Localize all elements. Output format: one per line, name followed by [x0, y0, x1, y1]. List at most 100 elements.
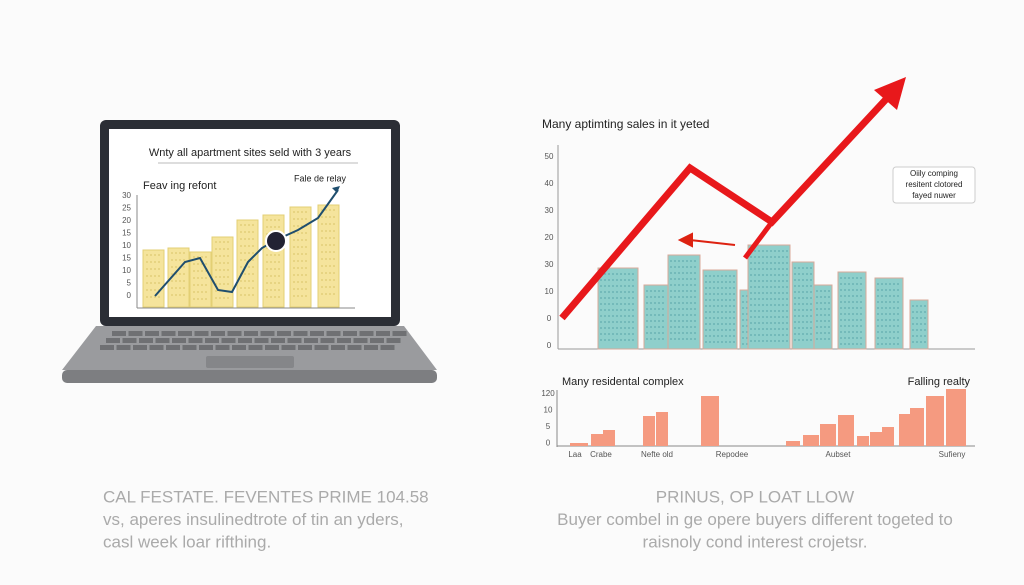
x-tick-label: Repodee — [716, 450, 749, 459]
bar-shape — [946, 389, 966, 446]
y-tick-label: 5 — [546, 422, 551, 431]
bar-shape — [701, 396, 719, 446]
key — [254, 338, 269, 343]
y-tick-label: 0 — [547, 314, 552, 323]
key — [194, 331, 209, 336]
key — [320, 338, 335, 343]
top-chart-title: Many aptimting sales in it yeted — [542, 117, 709, 131]
key — [188, 338, 203, 343]
key — [128, 331, 143, 336]
bar-shape — [570, 443, 588, 446]
caption-left-line: casl week loar rifthing. — [103, 532, 271, 551]
key — [370, 338, 384, 343]
key — [353, 338, 368, 343]
screen-tick-label: 20 — [122, 216, 131, 225]
y-tick-label: 30 — [545, 206, 554, 215]
key — [271, 338, 285, 343]
key — [139, 338, 153, 343]
building — [702, 269, 738, 350]
key — [100, 345, 114, 350]
key — [172, 338, 186, 343]
key — [238, 338, 252, 343]
keyboard — [100, 331, 407, 350]
y-tick-label: 0 — [546, 439, 551, 448]
x-tick-label: Aubset — [826, 450, 852, 459]
bar-shape — [882, 427, 894, 446]
key — [161, 331, 176, 336]
screen-tick-label: 15 — [122, 229, 131, 238]
key — [386, 338, 401, 343]
trackpad — [206, 356, 294, 368]
building — [909, 299, 929, 350]
building — [289, 206, 312, 308]
y-tick-label: 30 — [545, 260, 554, 269]
screen-arrowhead — [332, 186, 340, 193]
key — [298, 345, 312, 350]
screen-title: Wnty all apartment sites seld with 3 yea… — [149, 147, 352, 159]
key — [281, 345, 296, 350]
annotation-line: fayed nuwer — [912, 191, 956, 200]
bottom-chart-title-right: Falling realty — [908, 376, 971, 388]
key — [326, 331, 341, 336]
key — [265, 345, 279, 350]
bar-shape — [656, 412, 668, 446]
top-buildings — [597, 244, 929, 350]
bar-shape — [857, 436, 869, 446]
key — [221, 338, 236, 343]
y-tick-label: 50 — [545, 152, 554, 161]
key — [227, 331, 242, 336]
screen-tick-label: 15 — [122, 254, 131, 263]
key — [343, 331, 357, 336]
key — [106, 338, 120, 343]
key — [182, 345, 197, 350]
key — [260, 331, 275, 336]
key — [116, 345, 131, 350]
bar-shape — [926, 396, 944, 446]
key — [205, 338, 219, 343]
x-tick-label: Nefte old — [641, 450, 673, 459]
key — [364, 345, 378, 350]
x-tick-label: Crabe — [590, 450, 612, 459]
building — [837, 271, 867, 350]
key — [376, 331, 390, 336]
key — [248, 345, 263, 350]
building — [142, 249, 165, 308]
caption-right-line: raisnoly cond interest crojetsr. — [643, 532, 868, 551]
x-tick-label: Laa — [568, 450, 582, 459]
red-arrowhead — [874, 77, 906, 110]
annotation-line: resitent clotored — [906, 180, 963, 189]
caption-right-line: Buyer combel in ge opere buyers differen… — [557, 510, 953, 529]
screen-tick-label: 30 — [122, 191, 131, 200]
bar-shape — [786, 441, 800, 446]
key — [277, 331, 291, 336]
key — [380, 345, 395, 350]
key — [337, 338, 351, 343]
annotation-line: Oiily comping — [910, 169, 958, 178]
key — [211, 331, 225, 336]
bar-shape — [838, 415, 854, 446]
bar-shape — [910, 408, 924, 446]
caption-left-line: vs, aperes insulinedtrote of tin an yder… — [103, 510, 404, 529]
caption-left-line: CAL FESTATE. FEVENTES PRIME 104.58 — [103, 487, 429, 506]
bar-shape — [820, 424, 836, 446]
y-tick-label: 120 — [541, 389, 555, 398]
agent-avatar — [265, 230, 287, 252]
building — [747, 244, 791, 350]
screen-subtitle: Feav ing refont — [143, 180, 216, 192]
key — [287, 338, 302, 343]
y-tick-label: 10 — [544, 406, 553, 415]
bar-shape — [870, 432, 882, 446]
key — [244, 331, 258, 336]
x-tick-label: Sufieny — [939, 450, 966, 459]
key — [155, 338, 170, 343]
red-trend-arrow — [559, 92, 893, 321]
screen-note: Fale de relay — [294, 173, 347, 183]
key — [215, 345, 230, 350]
key — [347, 345, 362, 350]
key — [304, 338, 318, 343]
key — [122, 338, 137, 343]
building — [597, 267, 639, 350]
key — [149, 345, 164, 350]
